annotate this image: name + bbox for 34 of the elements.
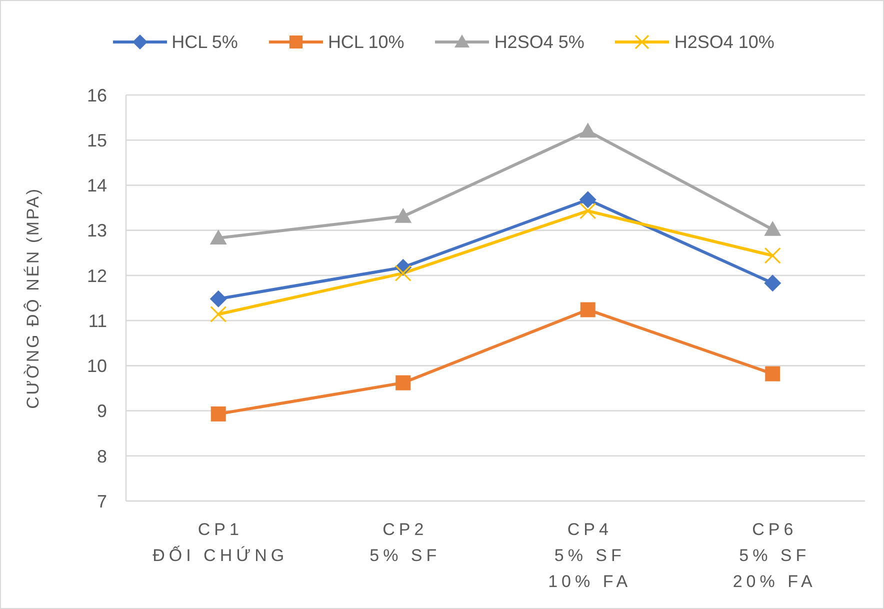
x-tick-label: CP4 5% SF 10% FA: [548, 520, 632, 591]
legend-label: HCL 10%: [328, 32, 404, 52]
x-tick-label: CP6 5% SF 20% FA: [732, 520, 816, 591]
point: [580, 302, 596, 318]
point: [210, 230, 227, 244]
point: [394, 264, 412, 282]
point: [396, 375, 411, 390]
point: [394, 208, 412, 223]
point: [210, 290, 227, 308]
point: [579, 191, 596, 208]
x-tick-label: CP2 5% SF: [370, 520, 441, 565]
point: [764, 247, 781, 264]
y-axis-title: CƯỜNG ĐỘ NÉN (MPA): [24, 187, 42, 409]
y-tick-label: 13: [86, 220, 107, 241]
point: [579, 122, 596, 138]
legend-label: HCL 5%: [172, 32, 238, 52]
y-tick-label: 8: [96, 446, 107, 466]
point: [765, 366, 780, 382]
y-tick-label: 11: [88, 310, 107, 331]
point: [764, 220, 782, 236]
y-tick-label: 16: [86, 85, 107, 106]
y-tick-label: 12: [86, 266, 107, 286]
y-tick-label: 15: [86, 130, 107, 150]
point: [764, 274, 782, 292]
point: [210, 306, 227, 323]
y-tick-label: 14: [86, 176, 107, 196]
y-tick-label: 9: [96, 401, 107, 422]
point: [210, 406, 226, 422]
y-tick-label: 7: [96, 491, 107, 512]
legend-label: H2SO4 10%: [674, 32, 774, 52]
x-tick-label: CP1 ĐỐI CHỨNG: [152, 520, 288, 565]
y-tick-label: 10: [86, 356, 107, 376]
point: [580, 202, 596, 220]
legend-label: H2SO4 5%: [494, 32, 584, 52]
